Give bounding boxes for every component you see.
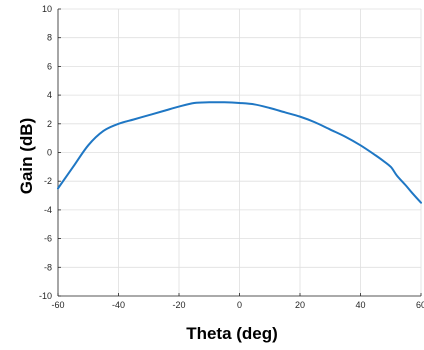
axes (57, 8, 422, 297)
y-tick-label: -2 (44, 176, 52, 186)
y-tick-label: 6 (47, 61, 52, 71)
y-tick-label: -4 (44, 205, 52, 215)
x-axis-title: Theta (deg) (186, 324, 278, 343)
ylabel-box (0, 99, 40, 214)
y-tick-label: 0 (47, 148, 52, 158)
y-tick-label: -8 (44, 262, 52, 272)
y-tick-label: -6 (44, 234, 52, 244)
xlabel-box (166, 314, 298, 350)
y-tick-labels: -10 -8 -6 -4 -2 0 2 4 6 8 10 (39, 4, 52, 301)
x-tick-label: -60 (51, 300, 64, 310)
x-tick-label: 20 (295, 300, 305, 310)
x-tick-labels: -60 -40 -20 0 20 40 60 (51, 300, 424, 310)
series-line (57, 101, 422, 204)
x-tick-label: 0 (237, 300, 242, 310)
y-tick-label: 10 (42, 4, 52, 14)
x-tick-label: 40 (355, 300, 365, 310)
y-tick-label: 4 (47, 90, 52, 100)
y-tick-label: 8 (47, 33, 52, 43)
x-tick-label: -40 (112, 300, 125, 310)
series-layer (57, 101, 422, 204)
y-axis-title: Gain (dB) (17, 118, 36, 195)
x-tick-label: 60 (416, 300, 424, 310)
x-tick-label: -20 (172, 300, 185, 310)
y-tick-label: 2 (47, 119, 52, 129)
y-tick-label: -10 (39, 291, 52, 301)
